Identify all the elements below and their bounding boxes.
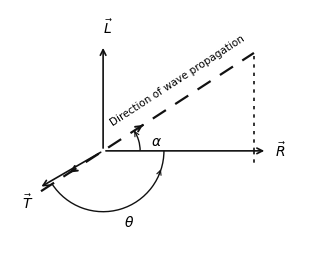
Text: Direction of wave propagation: Direction of wave propagation (108, 33, 246, 128)
Text: $\vec{L}$: $\vec{L}$ (103, 19, 114, 37)
Text: $\alpha$: $\alpha$ (151, 135, 162, 148)
Text: $\vec{R}$: $\vec{R}$ (275, 141, 287, 160)
Text: $\theta$: $\theta$ (124, 215, 135, 230)
Text: $\vec{T}$: $\vec{T}$ (22, 193, 34, 212)
